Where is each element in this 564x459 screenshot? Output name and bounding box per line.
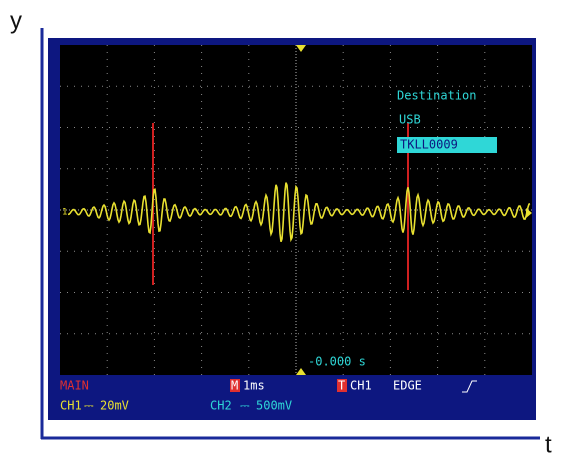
t-axis-label: t: [545, 431, 552, 458]
mode: MAIN: [60, 379, 89, 393]
ch1-coupling: ⎓: [84, 399, 94, 413]
ch2-name: CH2: [210, 399, 232, 413]
figure: y t 1 Destination USB TKLL0009 -0.000 s …: [0, 0, 564, 459]
timebase: 1ms: [243, 379, 265, 393]
ch2-scale: 500mV: [256, 399, 292, 413]
page: {"axes": {"y_label": "y", "x_label": "t"…: [0, 0, 564, 459]
channel-marker: 1: [62, 208, 67, 218]
destination-file: TKLL0009: [400, 138, 458, 152]
destination-title: Destination: [397, 89, 476, 103]
trigger-time: -0.000 s: [308, 355, 366, 369]
ch2-coupling: ⎓: [240, 399, 250, 413]
ch1-name: CH1: [60, 399, 82, 413]
destination-device: USB: [399, 113, 421, 127]
trigger-source: CH1: [350, 379, 372, 393]
timebase-icon: M: [231, 379, 238, 393]
trigger-type: EDGE: [393, 379, 422, 393]
trigger-icon: T: [338, 379, 345, 393]
y-axis-label: y: [10, 7, 22, 34]
ch1-scale: 20mV: [100, 399, 129, 413]
